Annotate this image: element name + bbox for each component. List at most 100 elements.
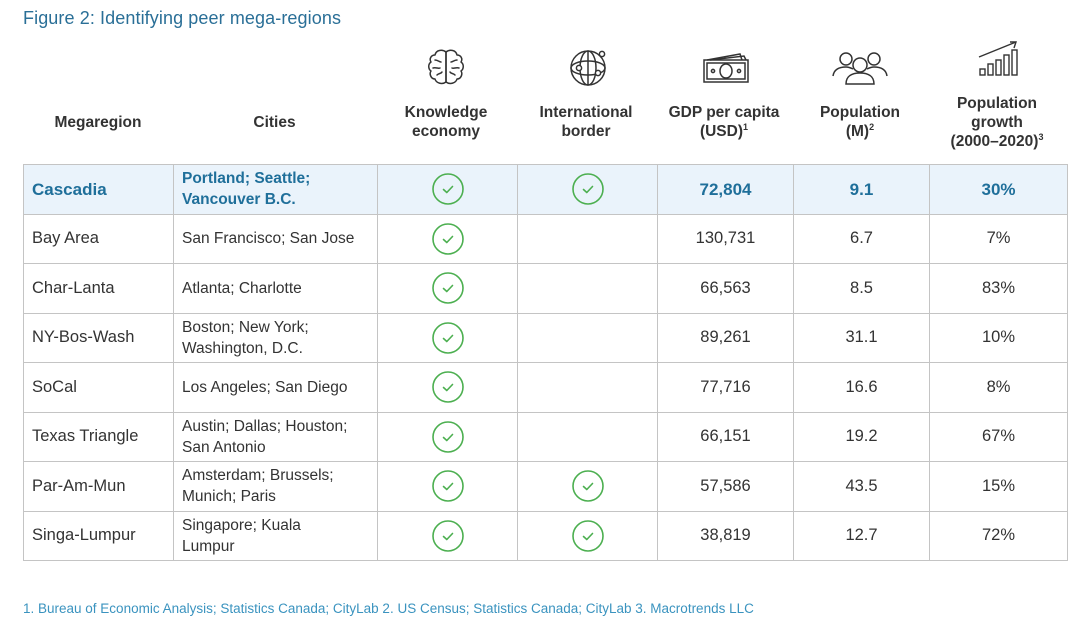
table-row: Cascadia Portland; Seattle; Vancouver B.C.… (23, 164, 1068, 215)
international-border-cell (517, 411, 658, 462)
header-population-growth: Population growth (2000–2020)3 (928, 88, 1066, 156)
growth-cell: 15% (929, 461, 1068, 512)
megaregion-cell: Cascadia (23, 164, 174, 215)
cities-cell: Portland; Seattle; Vancouver B.C. (173, 164, 378, 215)
header-label: Knowledge (404, 104, 488, 121)
megaregion-table: Cascadia Portland; Seattle; Vancouver B.C.… (23, 164, 1068, 561)
header-label: economy (411, 123, 481, 140)
gdp-cell: 89,261 (657, 312, 794, 363)
table-row: Texas Triangle Austin; Dallas; Houston; Sa… (23, 411, 1068, 462)
population-cell: 9.1 (793, 164, 930, 215)
population-cell: 16.6 (793, 362, 930, 413)
table-header: Megaregion Cities Knowledge economy Inter… (23, 88, 1066, 156)
header-population: Population (M)2 (792, 88, 928, 156)
gdp-cell: 57,586 (657, 461, 794, 512)
growth-cell: 67% (929, 411, 1068, 462)
growth-chart-icon (978, 41, 1018, 76)
header-megaregion: Megaregion (23, 88, 173, 156)
knowledge-economy-cell (377, 164, 518, 215)
header-cities: Cities (173, 88, 376, 156)
table-row: SoCal Los Angeles; San Diego 77,716 16.6 8% (23, 362, 1068, 413)
population-cell: 8.5 (793, 263, 930, 314)
header-gdp-per-capita: GDP per capita (USD)1 (656, 88, 792, 156)
international-border-cell (517, 312, 658, 363)
check-circle-icon (431, 222, 464, 255)
footnote-sources: 1. Bureau of Economic Analysis; Statisti… (23, 601, 754, 616)
cities-line: Los Angeles; San Diego (182, 378, 348, 396)
header-international-border: International border (516, 88, 656, 156)
international-border-cell (517, 263, 658, 314)
megaregion-cell: Par-Am-Mun (23, 461, 174, 512)
brain-icon (428, 49, 464, 85)
megaregion-cell: NY-Bos-Wash (23, 312, 174, 363)
population-cell: 19.2 (793, 411, 930, 462)
megaregion-cell: SoCal (23, 362, 174, 413)
cities-line: Austin; Dallas; Houston; (182, 417, 348, 435)
cities-line: Washington, D.C. (182, 339, 303, 357)
figure-title: Figure 2: Identifying peer mega-regions (23, 8, 342, 28)
growth-cell: 10% (929, 312, 1068, 363)
header-label: GDP per capita (668, 104, 780, 121)
population-cell: 43.5 (793, 461, 930, 512)
growth-cell: 72% (929, 510, 1068, 561)
table-row: NY-Bos-Wash Boston; New York; Washington, … (23, 312, 1068, 363)
cities-line: San Francisco; San Jose (182, 230, 355, 248)
check-circle-icon (571, 470, 604, 503)
cities-line: Singapore; Kuala (182, 516, 301, 534)
cities-line: Boston; New York; (182, 318, 309, 336)
gdp-cell: 77,716 (657, 362, 794, 413)
gdp-cell: 66,151 (657, 411, 794, 462)
gdp-cell: 72,804 (657, 164, 794, 215)
knowledge-economy-cell (377, 362, 518, 413)
header-label: Population (819, 104, 901, 121)
cities-cell: Austin; Dallas; Houston; San Antonio (173, 411, 378, 462)
megaregion-cell: Char-Lanta (23, 263, 174, 314)
population-cell: 31.1 (793, 312, 930, 363)
cities-cell: Los Angeles; San Diego (173, 362, 378, 413)
check-circle-icon (431, 470, 464, 503)
gdp-cell: 130,731 (657, 213, 794, 264)
header-label: International (539, 104, 633, 121)
people-group-icon (832, 52, 888, 85)
header-label: (M) (845, 123, 870, 140)
cities-cell: Amsterdam; Brussels; Munich; Paris (173, 461, 378, 512)
table-row: Char-Lanta Atlanta; Charlotte 66,563 8.5 83% (23, 263, 1068, 314)
check-circle-icon (431, 321, 464, 354)
header-label: border (561, 123, 611, 140)
population-cell: 12.7 (793, 510, 930, 561)
table-row: Bay Area San Francisco; San Jose 130,731 6.… (23, 213, 1068, 264)
growth-cell: 30% (929, 164, 1068, 215)
cities-line: San Antonio (182, 438, 266, 456)
table-row: Par-Am-Mun Amsterdam; Brussels; Munich; Pa… (23, 461, 1068, 512)
cities-cell: Atlanta; Charlotte (173, 263, 378, 314)
check-circle-icon (431, 173, 464, 206)
cities-cell: Singapore; Kuala Lumpur (173, 510, 378, 561)
cities-cell: Boston; New York; Washington, D.C. (173, 312, 378, 363)
header-label: Cities (253, 113, 296, 131)
footnote-ref: 2 (869, 121, 875, 132)
header-icons (0, 40, 1089, 90)
megaregion-cell: Texas Triangle (23, 411, 174, 462)
gdp-cell: 38,819 (657, 510, 794, 561)
header-label: (2000–2020) (950, 132, 1039, 150)
header-label: (USD) (699, 123, 744, 140)
header-knowledge-economy: Knowledge economy (376, 88, 516, 156)
international-border-cell (517, 164, 658, 215)
growth-cell: 8% (929, 362, 1068, 413)
knowledge-economy-cell (377, 213, 518, 264)
check-circle-icon (431, 272, 464, 305)
population-cell: 6.7 (793, 213, 930, 264)
footnote-ref: 3 (1038, 131, 1044, 142)
growth-cell: 83% (929, 263, 1068, 314)
cities-line: Portland; Seattle; (182, 170, 311, 188)
globe-icon (570, 50, 606, 86)
gdp-cell: 66,563 (657, 263, 794, 314)
check-circle-icon (431, 519, 464, 552)
header-label: growth (971, 113, 1023, 131)
cities-line: Vancouver B.C. (182, 191, 296, 209)
knowledge-economy-cell (377, 263, 518, 314)
knowledge-economy-cell (377, 411, 518, 462)
cities-line: Lumpur (182, 537, 235, 555)
international-border-cell (517, 461, 658, 512)
megaregion-cell: Singa-Lumpur (23, 510, 174, 561)
